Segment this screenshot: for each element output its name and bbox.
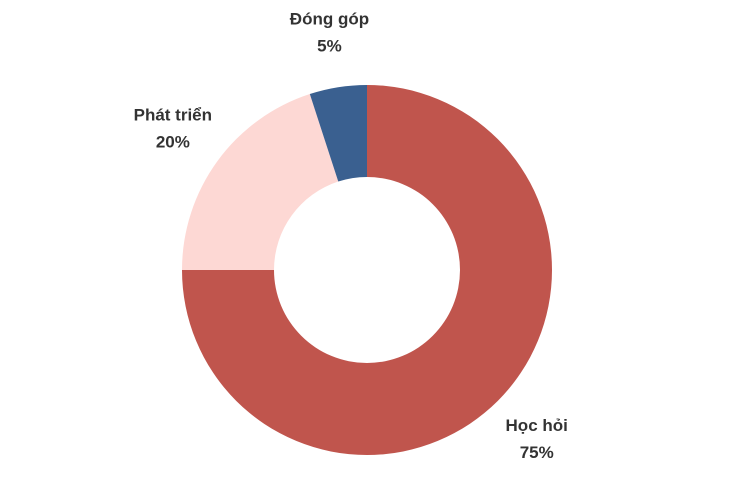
slice-label: Đóng góp <box>290 9 369 28</box>
value-label: 75% <box>520 443 554 462</box>
slice-label: Phát triển <box>134 105 212 124</box>
value-label: 5% <box>317 36 342 55</box>
value-label: 20% <box>156 132 190 151</box>
donut-slice <box>182 94 339 271</box>
donut-slice <box>182 85 552 455</box>
donut-slice <box>309 85 367 182</box>
slice-label: Học hỏi <box>506 416 568 435</box>
